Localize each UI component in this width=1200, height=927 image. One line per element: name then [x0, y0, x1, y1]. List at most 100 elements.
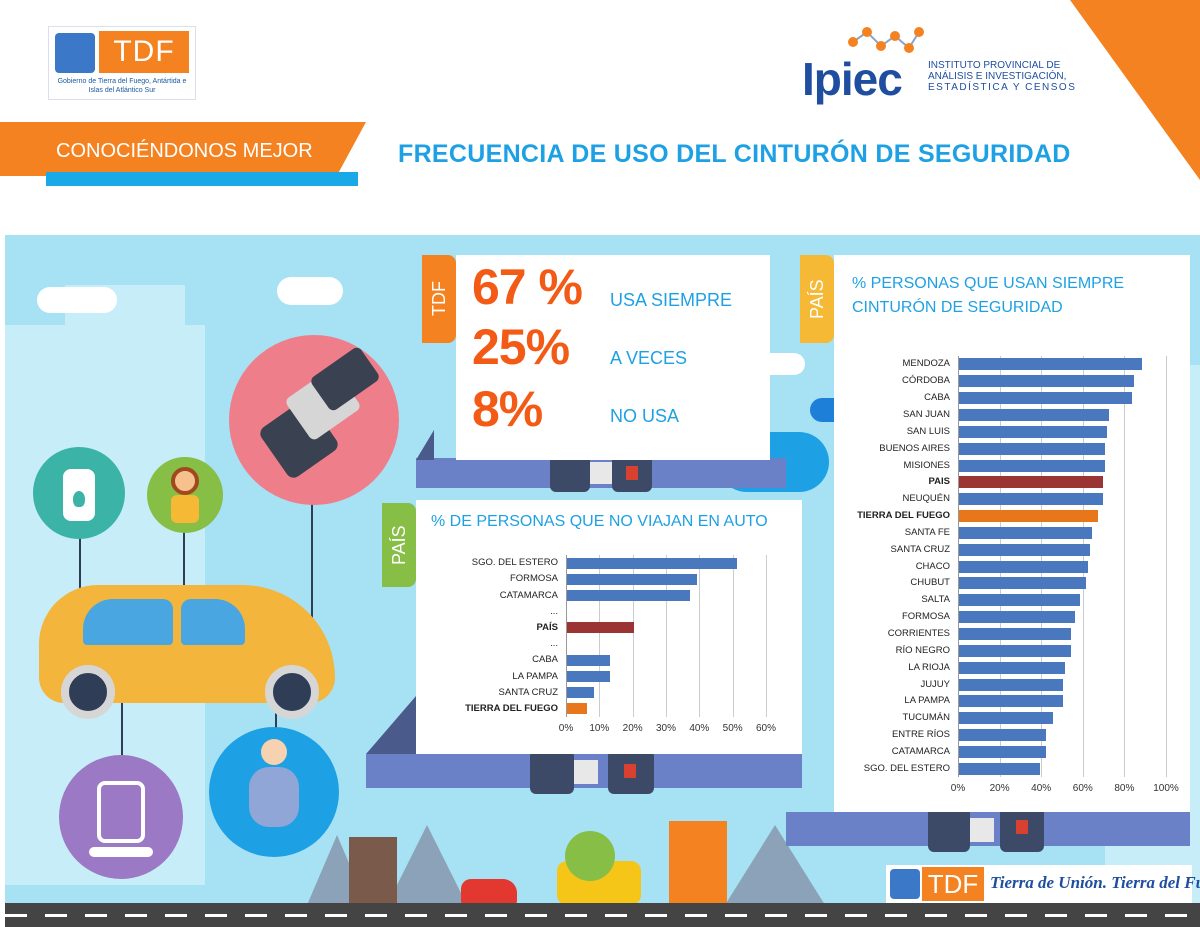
bar — [959, 510, 1099, 523]
x-tick-label: 20% — [989, 783, 1010, 795]
category-label: CABA — [532, 654, 558, 666]
category-label: SALTA — [921, 594, 950, 606]
bar — [959, 493, 1103, 506]
category-label: TIERRA DEL FUEGO — [465, 702, 558, 714]
y-axis — [958, 356, 959, 778]
car-icon — [461, 879, 517, 905]
bar — [959, 594, 1080, 607]
buckle-icon — [928, 806, 970, 852]
category-label: SGO. DEL ESTERO — [471, 557, 558, 569]
ipiec-logo: Ipiec — [802, 53, 903, 105]
category-label: RÍO NEGRO — [895, 644, 950, 656]
bar — [567, 590, 691, 601]
category-label: PAÍS — [536, 621, 558, 633]
tdf-summary-panel — [456, 255, 770, 460]
bar — [959, 745, 1047, 758]
category-label: CABA — [924, 392, 950, 404]
category-label: ... — [550, 638, 558, 650]
bar — [959, 425, 1107, 438]
x-tick-label: 40% — [689, 723, 710, 734]
tdf-stat-value: 67 % — [472, 259, 583, 315]
x-tick-label: 0% — [950, 783, 966, 795]
y-axis — [566, 555, 567, 717]
bar — [959, 577, 1086, 590]
category-label: SAN LUIS — [906, 425, 950, 437]
doll-icon — [147, 457, 223, 533]
crest-icon — [55, 33, 95, 73]
bar — [567, 622, 634, 634]
bar — [959, 611, 1076, 624]
bar — [959, 358, 1143, 371]
category-label: NEUQUÉN — [902, 493, 950, 505]
tdf-stat-value: 8% — [472, 381, 543, 437]
buckle-icon — [530, 750, 574, 794]
footer-slogan: Tierra de Unión. Tierra del Fuego. — [990, 873, 1200, 892]
gridline — [1124, 356, 1126, 778]
cloud-icon — [37, 287, 117, 313]
bar — [959, 560, 1088, 573]
category-label: LA PAMPA — [904, 695, 950, 707]
chart-title: % PERSONAS QUE USAN SIEMPRE CINTURÓN DE … — [852, 275, 1125, 316]
bar — [959, 628, 1072, 641]
chart-tag: PAÍS — [800, 255, 834, 343]
category-label: CÓRDOBA — [901, 375, 950, 387]
category-label: TIERRA DEL FUEGO — [857, 510, 950, 522]
network-nodes-icon — [848, 27, 924, 53]
x-tick-label: 40% — [1031, 783, 1052, 795]
category-label: SANTA CRUZ — [890, 543, 950, 555]
tdf-stat-label: NO USA — [610, 406, 680, 426]
category-label: CHACO — [915, 560, 950, 572]
bar — [959, 543, 1091, 556]
bar — [959, 442, 1105, 455]
x-tick-label: 60% — [1072, 783, 1093, 795]
bar — [959, 644, 1072, 657]
category-label: FORMOSA — [509, 573, 558, 585]
bar — [959, 375, 1134, 388]
category-label: JUJUY — [920, 678, 950, 690]
category-label: SAN JUAN — [903, 408, 950, 420]
category-label: SGO. DEL ESTERO — [863, 762, 950, 774]
x-tick-label: 80% — [1114, 783, 1135, 795]
category-label: TUCUMÁN — [902, 712, 951, 724]
car-icon — [39, 585, 335, 719]
footer-logo-text: TDF — [922, 867, 984, 901]
bar — [959, 661, 1066, 674]
cloud-icon — [277, 277, 343, 305]
bar — [959, 392, 1132, 405]
bar — [959, 729, 1047, 742]
page-title: FRECUENCIA DE USO DEL CINTURÓN DE SEGURI… — [398, 140, 1071, 168]
category-label: CORRIENTES — [887, 628, 950, 640]
category-label: FORMOSA — [901, 611, 950, 623]
tdf-stat-label: A VECES — [610, 348, 688, 368]
ipiec-caption: INSTITUTO PROVINCIAL DE ANÁLISIS E INVES… — [928, 60, 1077, 93]
child-seat-icon — [59, 755, 183, 879]
bar — [959, 476, 1103, 489]
bar — [567, 671, 611, 682]
category-label: SANTA FE — [904, 526, 950, 538]
bar — [959, 695, 1063, 708]
tdf-stat-value: 25% — [472, 319, 570, 375]
gov-logo-caption: Gobierno de Tierra del Fuego, Antártida … — [57, 78, 187, 94]
bar — [567, 573, 697, 585]
x-tick-label: 0% — [558, 723, 574, 734]
chart-seatbelt: 0% 20% 40% 60% 80% 100% MENDOZA CÓRDOBA CABA SAN … — [834, 352, 1190, 808]
bar — [567, 687, 594, 699]
gov-logo-text: TDF — [99, 31, 189, 73]
corner-decoration — [1070, 0, 1200, 180]
tdf-tag: TDF — [422, 255, 456, 343]
category-label: ENTRE RÍOS — [891, 729, 950, 741]
bar — [959, 459, 1105, 472]
category-label: MENDOZA — [902, 358, 951, 370]
gridline — [1166, 356, 1167, 778]
section-banner — [0, 122, 366, 176]
building — [669, 821, 727, 905]
banner-stripe — [46, 172, 358, 186]
category-label: PAIS — [928, 476, 950, 488]
banner-text: CONOCIÉNDONOS MEJOR — [56, 140, 313, 162]
bar — [959, 712, 1053, 725]
category-label: LA PAMPA — [512, 670, 558, 682]
x-tick-label: 10% — [589, 723, 610, 734]
category-label: ... — [550, 605, 558, 617]
category-label: MISIONES — [903, 459, 950, 471]
gridline — [632, 555, 634, 717]
